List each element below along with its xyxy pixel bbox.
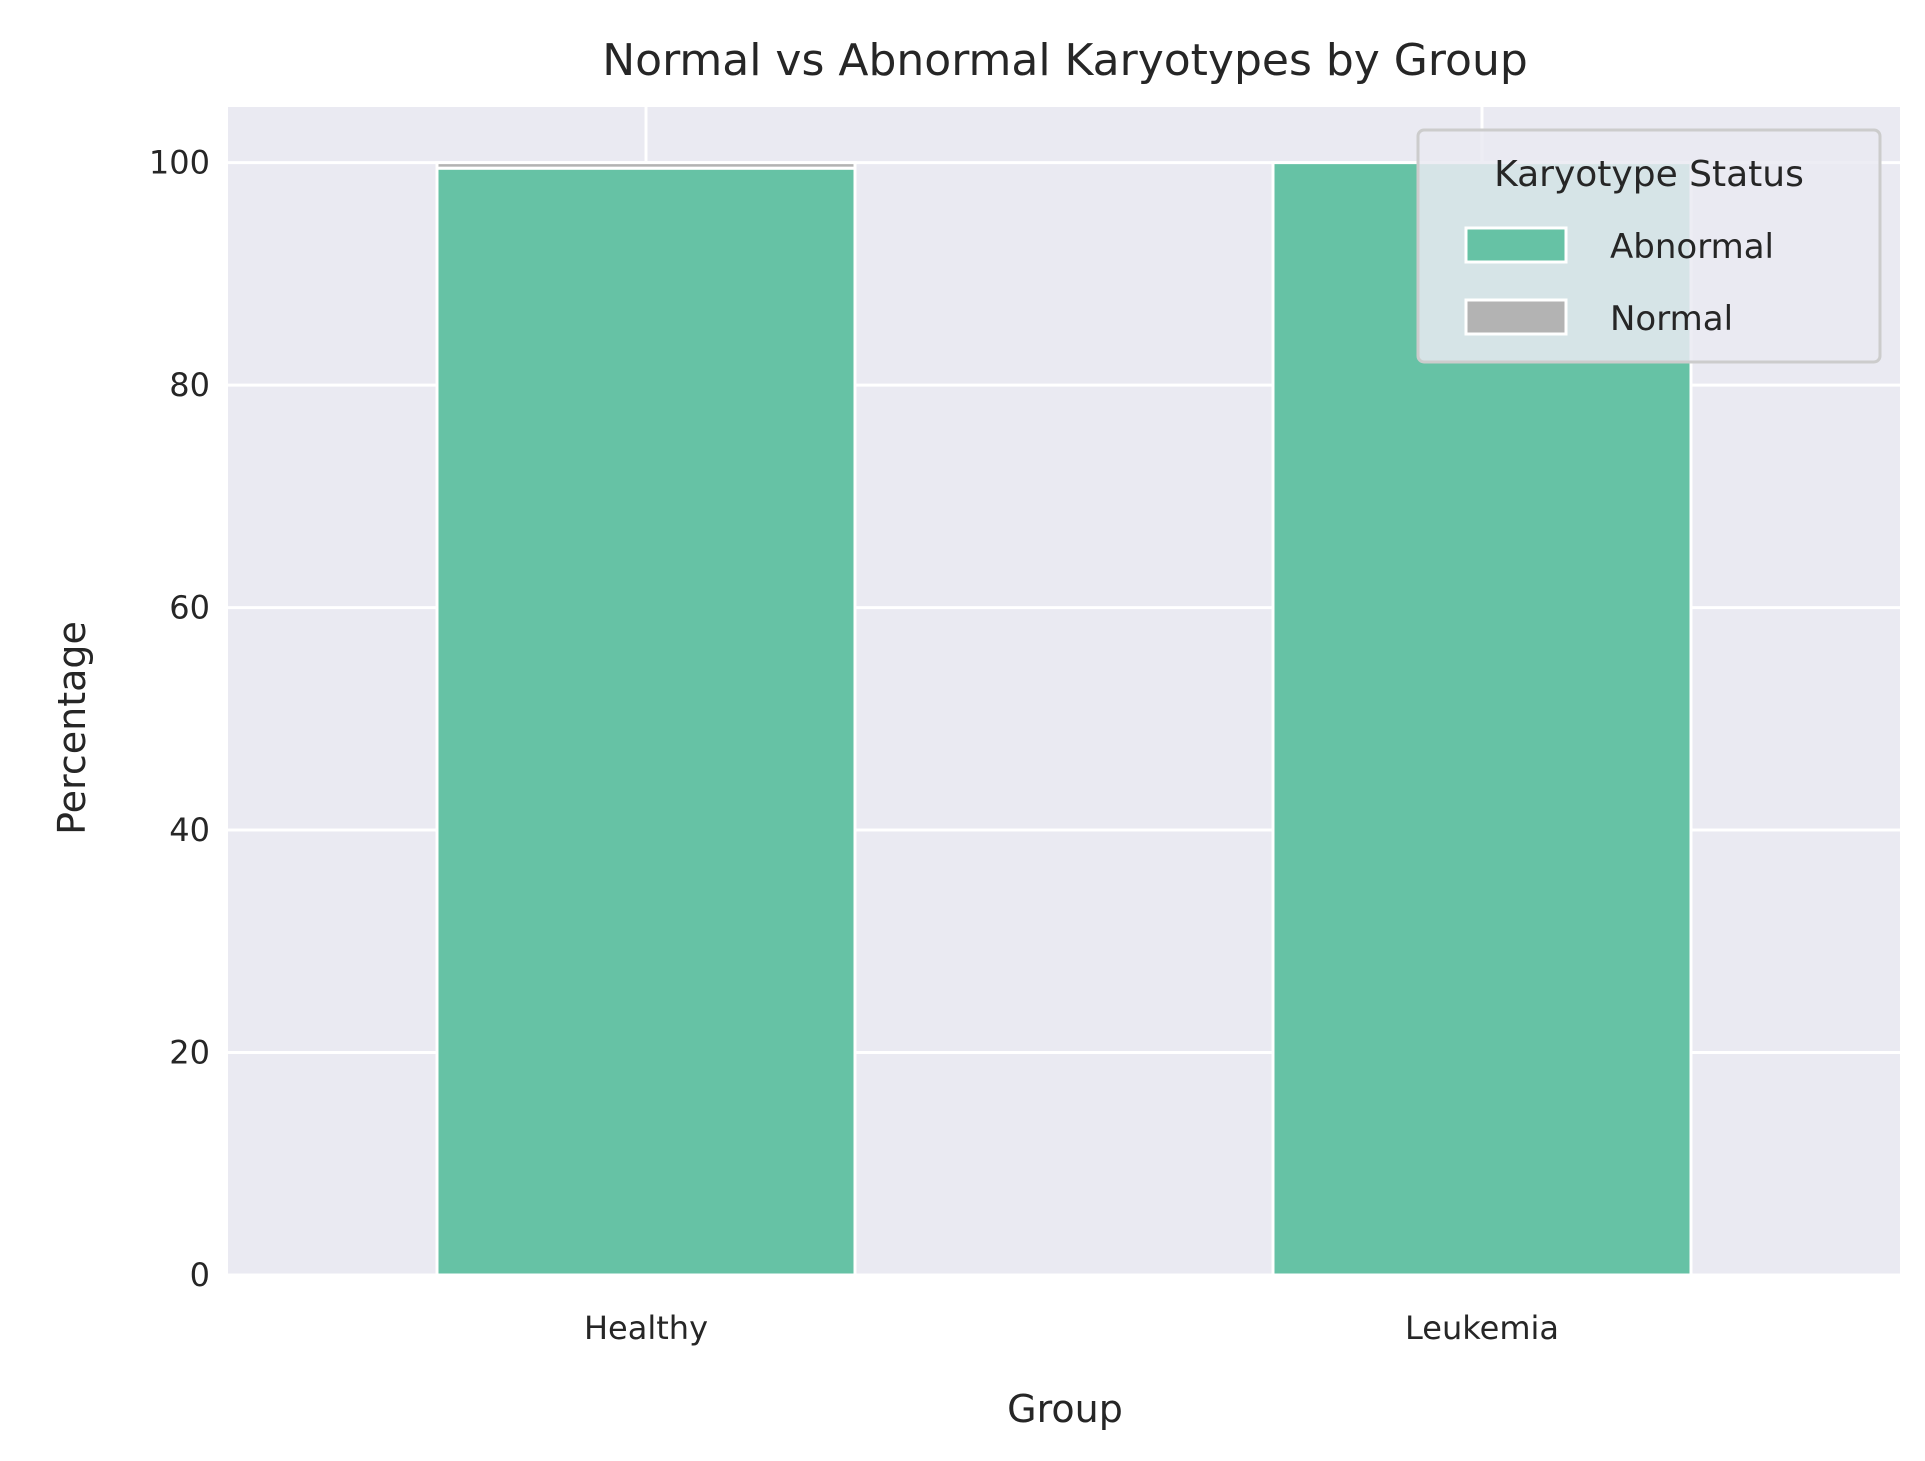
x-tick-label: Leukemia [1405, 1309, 1559, 1347]
x-axis-label: Group [1007, 1387, 1123, 1431]
y-tick-label: 100 [149, 144, 210, 182]
axis-ticks: 0 20 40 60 80 100 Healthy Leukemia [149, 144, 1559, 1347]
bar-normal-healthy [435, 161, 857, 170]
legend-items: Abnormal Normal [1464, 226, 1774, 339]
legend-label-normal: Normal [1610, 299, 1733, 339]
y-tick-label: 80 [169, 366, 210, 404]
legend-label-abnormal: Abnormal [1610, 227, 1774, 267]
legend-swatch-normal [1464, 298, 1568, 336]
legend-title: Karyotype Status [1494, 154, 1804, 195]
legend-swatch-abnormal [1464, 226, 1568, 264]
bar-abnormal-healthy [435, 166, 857, 1277]
chart-title: Normal vs Abnormal Karyotypes by Group [602, 35, 1528, 86]
x-tick-label: Healthy [584, 1309, 708, 1347]
y-axis-label: Percentage [50, 621, 94, 835]
y-tick-label: 60 [169, 589, 210, 627]
y-tick-label: 0 [190, 1256, 210, 1294]
y-tick-label: 40 [169, 811, 210, 849]
legend: Karyotype Status Abnormal Normal [1416, 128, 1882, 364]
y-tick-label: 20 [169, 1034, 210, 1072]
